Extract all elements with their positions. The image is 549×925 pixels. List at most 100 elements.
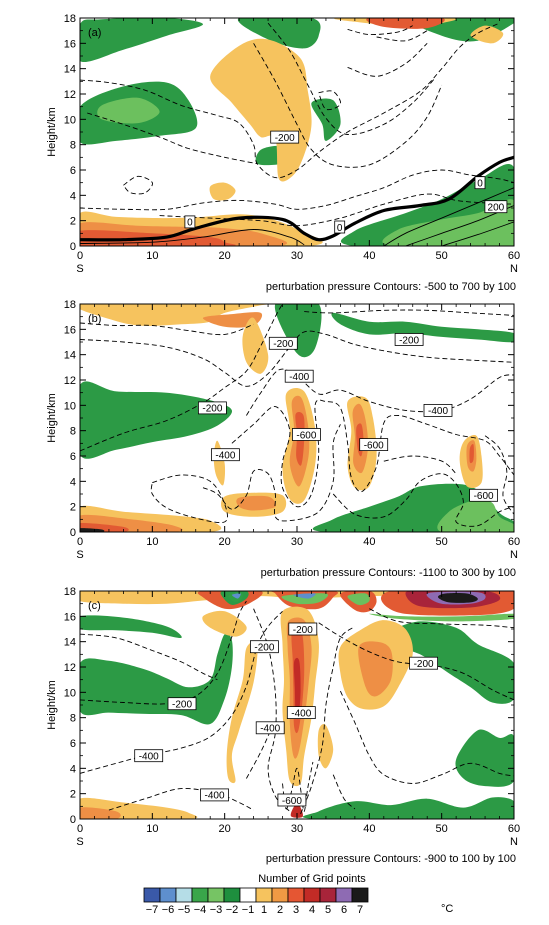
contour-label-box (469, 488, 499, 502)
y-tick-label: 0 (70, 527, 76, 539)
contour-label: -400 (423, 403, 453, 417)
contour-label-text: -600 (296, 430, 316, 441)
temperature-patch-1 (242, 317, 269, 374)
contour-label: -200 (288, 622, 318, 636)
y-tick-label: 14 (64, 350, 76, 362)
contour-label-box (255, 721, 285, 735)
colorbar-swatch (191, 887, 209, 903)
y-tick-label: 18 (64, 586, 76, 598)
y-tick-label: 6 (70, 738, 76, 750)
contour-label-text: -600 (282, 796, 302, 807)
colorbar-tick-label: −5 (178, 904, 191, 916)
contour-label-box (423, 403, 453, 417)
y-axis-label: Height/km (46, 107, 58, 157)
contour-negative-line (80, 610, 283, 774)
contour-label-box (291, 428, 321, 441)
y-tick-label: 18 (64, 13, 76, 25)
contour-label-text: 200 (488, 203, 505, 214)
temperature-patch-7 (437, 592, 478, 603)
colorbar-tick-label: −6 (162, 904, 175, 916)
y-tick-label: 10 (64, 114, 76, 126)
contour-label: -200 (249, 640, 279, 654)
temperature-patch-1 (209, 182, 236, 201)
contour-label-box (167, 697, 197, 711)
y-axis-label: Height/km (46, 680, 58, 730)
temperature-patch--2 (237, 18, 321, 49)
colorbar-tick-label: −4 (194, 904, 207, 916)
x-end-label-south: S (76, 549, 83, 561)
contour-positive-line (80, 229, 305, 246)
contour-label-text: -200 (399, 335, 419, 346)
colorbar-tick-label: 1 (261, 904, 267, 916)
x-end-label-south: S (76, 836, 83, 848)
panel-label: (b) (88, 313, 101, 325)
contour-negative-line (347, 25, 413, 36)
contour-label-box (184, 215, 196, 229)
temperature-patch-1 (210, 38, 312, 182)
x-tick-label: 60 (508, 536, 520, 548)
temperature-patch--2 (274, 304, 322, 358)
colorbar-swatch (255, 887, 273, 903)
temperature-patch-2 (80, 807, 121, 819)
contour-label-text: -200 (275, 133, 295, 144)
contour-label: -200 (167, 697, 197, 711)
x-end-label-south: S (76, 263, 83, 275)
contour-label-box (200, 788, 229, 802)
colorbar-tick-label: 3 (293, 904, 299, 916)
contour-positive-line (383, 187, 514, 246)
temperature-patch--3 (382, 199, 514, 246)
x-tick-label: 20 (219, 823, 231, 835)
y-tick-label: 4 (70, 763, 76, 775)
contour-label-box (286, 706, 316, 719)
contour-label-text: 0 (337, 223, 343, 234)
x-tick-label: 20 (219, 536, 231, 548)
contour-label-box (288, 622, 318, 636)
contour-positive-line (441, 221, 514, 246)
temperature-patch--6 (231, 593, 241, 599)
contour-label-box (270, 130, 300, 144)
contour-label-text: 0 (187, 218, 193, 229)
contour-label: 0 (334, 220, 346, 234)
x-tick-label: 10 (146, 250, 158, 262)
contour-label-box (359, 438, 389, 452)
colorbar-tick-label: −7 (146, 904, 159, 916)
temperature-patch--2 (455, 729, 514, 787)
colorbar-swatch (143, 887, 161, 903)
x-end-label-north: N (510, 263, 518, 275)
contour-label: -200 (197, 401, 227, 415)
x-end-label-north: N (510, 836, 518, 848)
colorbar-swatch (159, 887, 177, 903)
plot-area (80, 304, 514, 532)
colorbar-swatch (319, 887, 337, 903)
temperature-patch-1 (470, 25, 504, 44)
colorbar-tick-label: 2 (277, 904, 283, 916)
contour-negative-line (202, 424, 341, 522)
y-tick-label: 12 (64, 375, 76, 387)
contour-negative-line (246, 368, 514, 416)
y-tick-label: 14 (64, 637, 76, 649)
contour-label-box (394, 333, 424, 346)
x-tick-label: 30 (291, 823, 303, 835)
contour-label-text: 0 (477, 179, 483, 190)
temperature-patch--2 (80, 18, 203, 62)
contour-negative-line (123, 175, 153, 195)
contour-negative-line (159, 193, 514, 227)
y-tick-label: 2 (70, 502, 76, 514)
colorbar-tick-label: 4 (309, 904, 315, 916)
y-tick-label: 4 (70, 190, 76, 202)
y-tick-label: 0 (70, 241, 76, 253)
temperature-patch--2 (331, 312, 514, 343)
contour-label-text: -200 (414, 659, 434, 670)
contour-label-text: -600 (474, 491, 494, 502)
y-tick-label: 16 (64, 38, 76, 50)
y-tick-label: 12 (64, 89, 76, 101)
x-tick-label: 30 (291, 536, 303, 548)
temperature-patch-4 (290, 803, 304, 818)
contour-negative-line (339, 690, 514, 784)
contour-negative-line (318, 90, 342, 111)
temperature-patch--2 (80, 633, 233, 725)
temperature-patch-1 (202, 610, 247, 637)
colorbar-swatch (287, 887, 305, 903)
contour-negative-line (108, 788, 254, 811)
